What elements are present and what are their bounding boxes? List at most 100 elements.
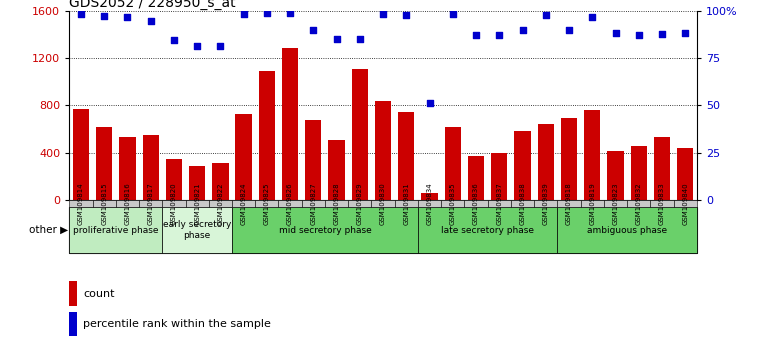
- Point: [121, 14, 133, 20]
- Point: [168, 37, 180, 42]
- Point: [563, 27, 575, 32]
- Bar: [213, 163, 229, 200]
- Text: GSM109819: GSM109819: [589, 182, 595, 225]
- FancyBboxPatch shape: [162, 200, 186, 207]
- FancyBboxPatch shape: [348, 200, 371, 207]
- Bar: [421, 193, 437, 200]
- Point: [75, 11, 87, 17]
- Point: [307, 27, 320, 32]
- Text: GSM109831: GSM109831: [403, 182, 410, 225]
- FancyBboxPatch shape: [604, 200, 627, 207]
- Point: [586, 14, 598, 20]
- Point: [470, 33, 482, 38]
- FancyBboxPatch shape: [418, 207, 557, 253]
- Point: [284, 10, 296, 16]
- Text: GSM109821: GSM109821: [194, 182, 200, 225]
- Text: GSM109837: GSM109837: [497, 182, 502, 225]
- Point: [656, 31, 668, 36]
- Bar: [236, 114, 252, 200]
- Text: count: count: [83, 289, 115, 299]
- Bar: [631, 145, 647, 200]
- FancyBboxPatch shape: [581, 200, 604, 207]
- Text: GSM109835: GSM109835: [450, 182, 456, 225]
- FancyBboxPatch shape: [557, 207, 697, 253]
- Bar: [468, 156, 484, 200]
- Text: GSM109838: GSM109838: [520, 182, 526, 225]
- Text: early secretory
phase: early secretory phase: [163, 221, 231, 240]
- FancyBboxPatch shape: [395, 200, 418, 207]
- Text: GSM109832: GSM109832: [636, 182, 641, 225]
- Bar: [142, 135, 159, 200]
- Point: [377, 11, 390, 16]
- FancyBboxPatch shape: [511, 200, 534, 207]
- FancyBboxPatch shape: [116, 200, 139, 207]
- Point: [424, 100, 436, 106]
- FancyBboxPatch shape: [557, 200, 581, 207]
- Bar: [584, 110, 601, 200]
- Point: [517, 27, 529, 32]
- Bar: [69, 281, 77, 306]
- Text: mid secretory phase: mid secretory phase: [279, 225, 371, 235]
- Point: [145, 18, 157, 24]
- Text: GSM109828: GSM109828: [333, 182, 340, 225]
- Text: GSM109836: GSM109836: [473, 182, 479, 225]
- Bar: [654, 137, 670, 200]
- Point: [400, 12, 413, 18]
- FancyBboxPatch shape: [139, 200, 162, 207]
- FancyBboxPatch shape: [534, 200, 557, 207]
- Text: GSM109824: GSM109824: [240, 182, 246, 225]
- Point: [447, 11, 459, 17]
- FancyBboxPatch shape: [186, 200, 209, 207]
- FancyBboxPatch shape: [162, 207, 232, 253]
- Point: [191, 43, 203, 49]
- Point: [353, 36, 366, 42]
- FancyBboxPatch shape: [441, 200, 464, 207]
- FancyBboxPatch shape: [279, 200, 302, 207]
- Text: GSM109826: GSM109826: [287, 182, 293, 225]
- Bar: [491, 153, 507, 200]
- FancyBboxPatch shape: [325, 200, 348, 207]
- Point: [633, 33, 645, 38]
- Point: [237, 11, 249, 17]
- Bar: [329, 139, 345, 200]
- Text: GSM109820: GSM109820: [171, 182, 177, 225]
- Text: GSM109830: GSM109830: [380, 182, 386, 225]
- Bar: [514, 131, 531, 200]
- Point: [330, 36, 343, 42]
- Bar: [352, 69, 368, 200]
- Text: GSM109825: GSM109825: [264, 182, 270, 225]
- Text: GSM109815: GSM109815: [101, 182, 107, 225]
- Text: ambiguous phase: ambiguous phase: [587, 225, 667, 235]
- Bar: [608, 152, 624, 200]
- Point: [540, 12, 552, 18]
- FancyBboxPatch shape: [674, 200, 697, 207]
- Text: late secretory phase: late secretory phase: [441, 225, 534, 235]
- FancyBboxPatch shape: [627, 200, 651, 207]
- Bar: [119, 137, 136, 200]
- Bar: [69, 312, 77, 336]
- Text: GSM109840: GSM109840: [682, 182, 688, 225]
- Text: GSM109833: GSM109833: [659, 182, 665, 225]
- Bar: [398, 113, 414, 200]
- Bar: [259, 71, 275, 200]
- FancyBboxPatch shape: [232, 207, 418, 253]
- FancyBboxPatch shape: [255, 200, 279, 207]
- FancyBboxPatch shape: [209, 200, 232, 207]
- Text: GSM109817: GSM109817: [148, 182, 154, 225]
- Bar: [73, 109, 89, 200]
- Text: GSM109822: GSM109822: [217, 182, 223, 225]
- Bar: [561, 118, 578, 200]
- Point: [261, 10, 273, 16]
- FancyBboxPatch shape: [651, 200, 674, 207]
- Bar: [305, 120, 322, 200]
- FancyBboxPatch shape: [69, 200, 92, 207]
- FancyBboxPatch shape: [464, 200, 487, 207]
- FancyBboxPatch shape: [418, 200, 441, 207]
- Bar: [166, 159, 182, 200]
- FancyBboxPatch shape: [92, 200, 115, 207]
- Bar: [444, 127, 461, 200]
- Text: GDS2052 / 228950_s_at: GDS2052 / 228950_s_at: [69, 0, 236, 10]
- Text: other ▶: other ▶: [29, 225, 68, 235]
- Point: [609, 30, 621, 35]
- Text: GSM109827: GSM109827: [310, 182, 316, 225]
